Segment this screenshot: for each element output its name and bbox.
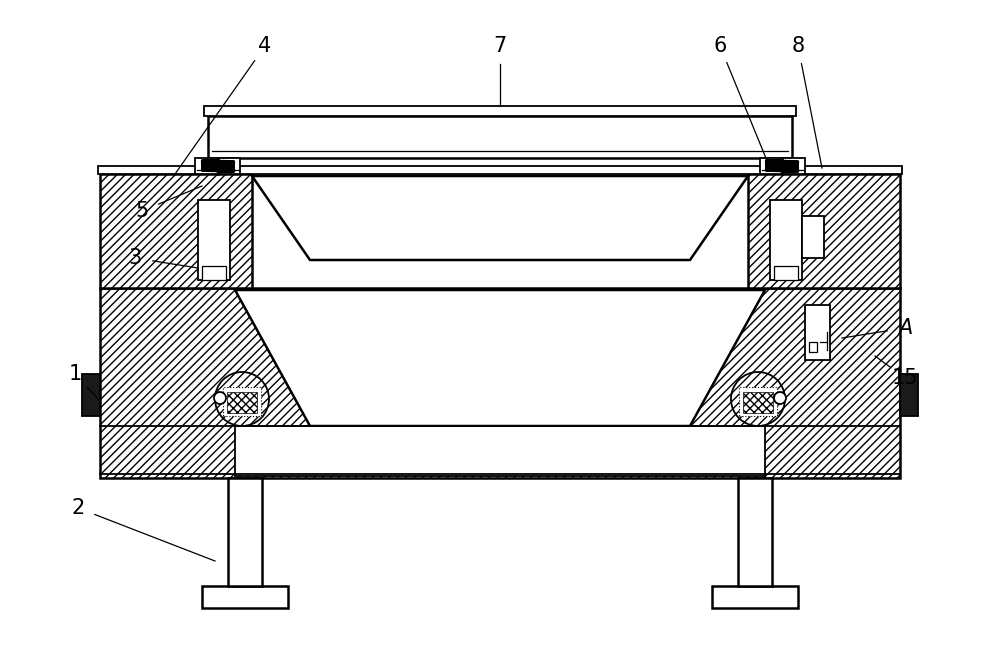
Text: 2: 2 xyxy=(71,498,85,518)
Bar xyxy=(739,387,777,416)
Text: 6: 6 xyxy=(713,36,727,56)
Bar xyxy=(82,374,100,416)
Bar xyxy=(202,586,288,608)
Bar xyxy=(743,392,773,413)
Bar xyxy=(100,288,900,478)
Circle shape xyxy=(774,392,786,404)
Bar xyxy=(770,200,802,280)
Bar xyxy=(809,342,817,352)
Text: 5: 5 xyxy=(135,201,149,221)
Text: 7: 7 xyxy=(493,36,507,56)
Bar xyxy=(802,216,824,258)
Text: 3: 3 xyxy=(128,248,142,268)
Text: 8: 8 xyxy=(791,36,805,56)
Bar xyxy=(223,387,261,416)
Bar xyxy=(204,106,796,116)
Text: A: A xyxy=(898,318,912,338)
Bar xyxy=(748,174,900,288)
Polygon shape xyxy=(235,290,765,426)
Bar xyxy=(195,158,240,174)
Text: 15: 15 xyxy=(892,368,918,388)
Bar xyxy=(774,266,798,280)
Bar xyxy=(760,158,805,174)
Bar xyxy=(98,166,902,174)
Bar xyxy=(228,478,262,586)
Bar xyxy=(805,305,830,360)
Bar xyxy=(100,174,252,288)
Circle shape xyxy=(214,392,226,404)
Bar xyxy=(208,116,792,158)
Bar xyxy=(712,586,798,608)
Text: 1: 1 xyxy=(68,364,82,384)
Bar xyxy=(900,374,918,416)
Bar xyxy=(235,426,765,476)
Bar xyxy=(198,200,230,280)
Bar xyxy=(738,478,772,586)
Bar xyxy=(202,266,226,280)
Text: 4: 4 xyxy=(258,36,272,56)
Polygon shape xyxy=(252,176,748,260)
Bar xyxy=(227,392,257,413)
